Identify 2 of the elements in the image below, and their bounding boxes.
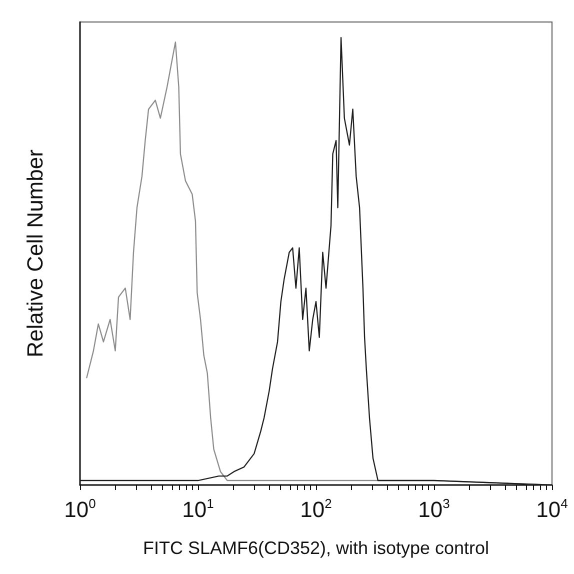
- x-axis-title: FITC SLAMF6(CD352), with isotype control: [142, 538, 490, 558]
- y-axis-title: Relative Cell Number: [22, 150, 48, 358]
